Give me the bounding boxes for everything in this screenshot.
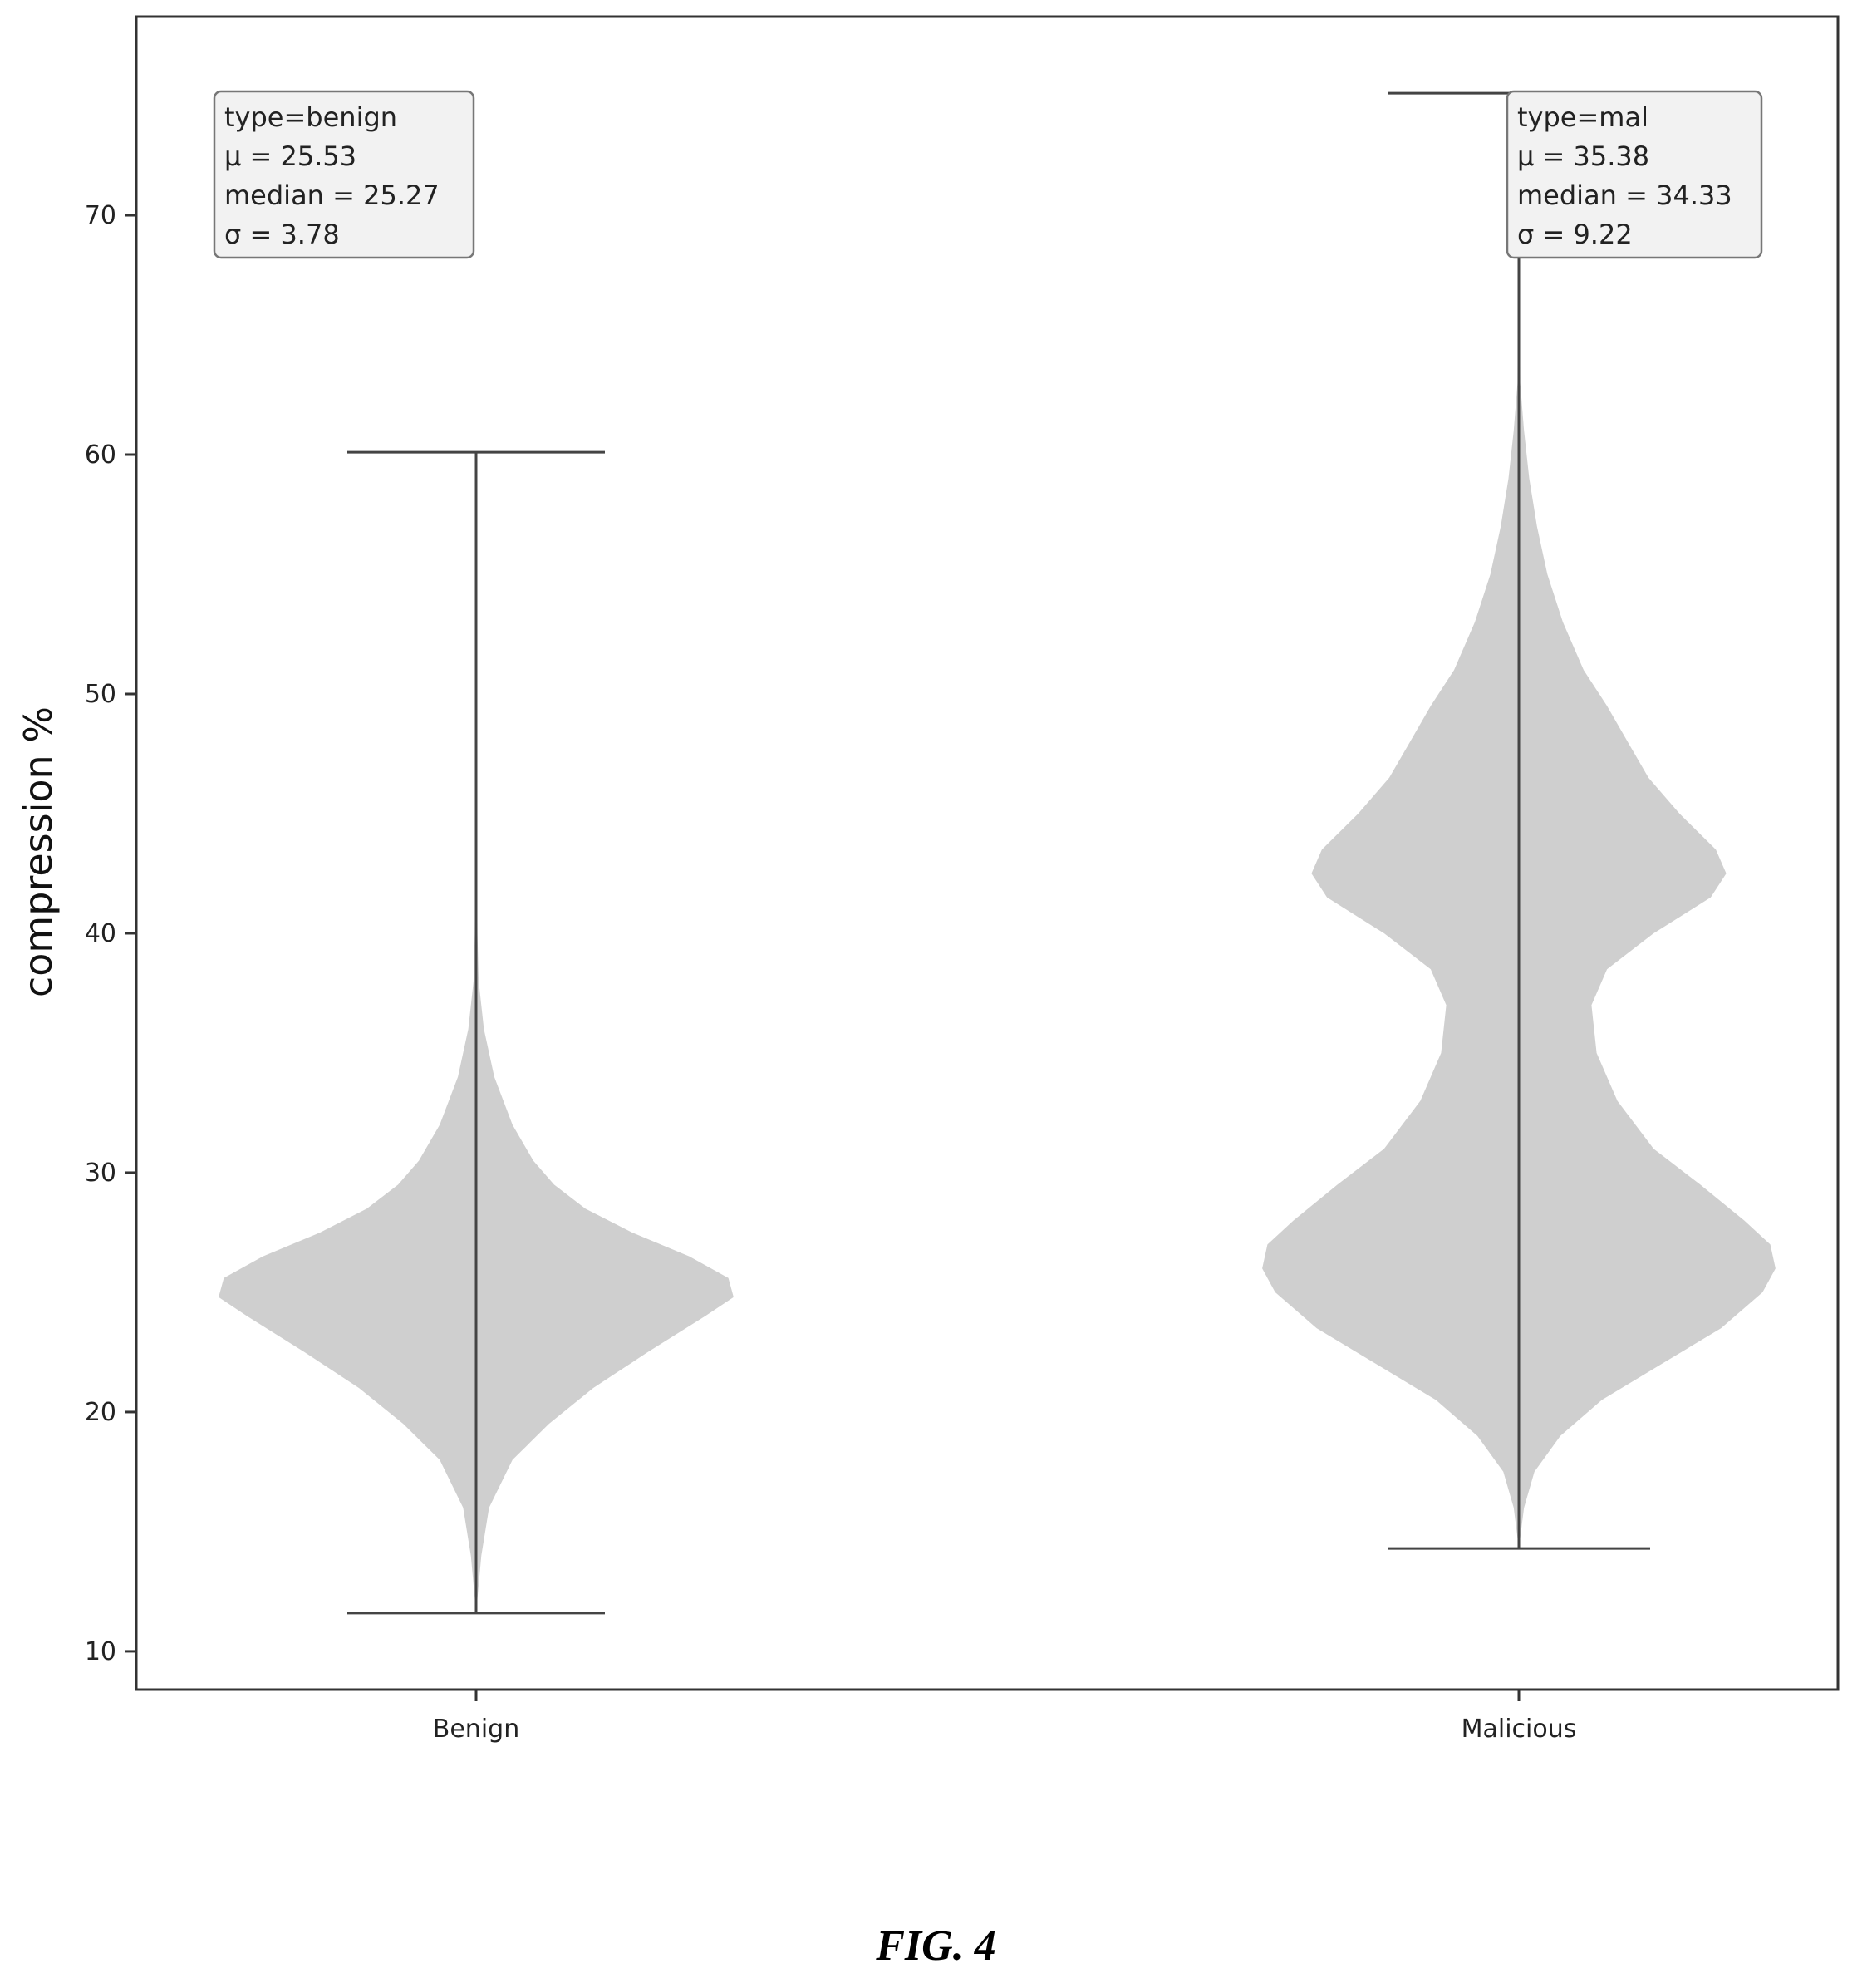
- y-tick-label: 70: [85, 201, 116, 230]
- stats-line: median = 25.27: [224, 180, 440, 211]
- stats-box-malicious: type=mal μ = 35.38 median = 34.33 σ = 9.22: [1506, 90, 1763, 259]
- x-tick-label: Benign: [433, 1715, 519, 1744]
- plot-area-frame: [135, 15, 1840, 1691]
- stats-line: median = 34.33: [1517, 180, 1732, 211]
- y-tick-label: 10: [85, 1637, 116, 1666]
- y-axis: 10 20 30 40 50 60 70: [85, 201, 136, 1666]
- violin-range-lines: [347, 91, 1650, 1615]
- stats-line: σ = 9.22: [1517, 219, 1633, 250]
- stats-box-benign: type=benign μ = 25.53 median = 25.27 σ = 3.…: [213, 90, 475, 259]
- y-tick-label: 40: [85, 919, 116, 948]
- stats-line: type=mal: [1517, 101, 1648, 133]
- x-axis: Benign Malicious: [433, 1690, 1577, 1744]
- stats-line: μ = 35.38: [1517, 140, 1649, 172]
- stats-line: μ = 25.53: [224, 140, 356, 172]
- y-tick-label: 20: [85, 1398, 116, 1427]
- y-axis-title: compression %: [16, 706, 61, 997]
- stats-line: type=benign: [224, 101, 397, 133]
- stats-box-background: [213, 90, 475, 259]
- x-tick-label: Malicious: [1462, 1715, 1577, 1744]
- violin-bodies: [219, 93, 1776, 1613]
- stats-annotations: type=benign μ = 25.53 median = 25.27 σ = 3.…: [213, 90, 1763, 259]
- y-tick-label: 60: [85, 440, 116, 470]
- y-tick-label: 30: [85, 1159, 116, 1188]
- y-tick-label: 50: [85, 680, 116, 709]
- figure-caption: FIG. 4: [876, 1922, 996, 1970]
- stats-box-background: [1506, 90, 1763, 259]
- stats-line: σ = 3.78: [224, 219, 340, 250]
